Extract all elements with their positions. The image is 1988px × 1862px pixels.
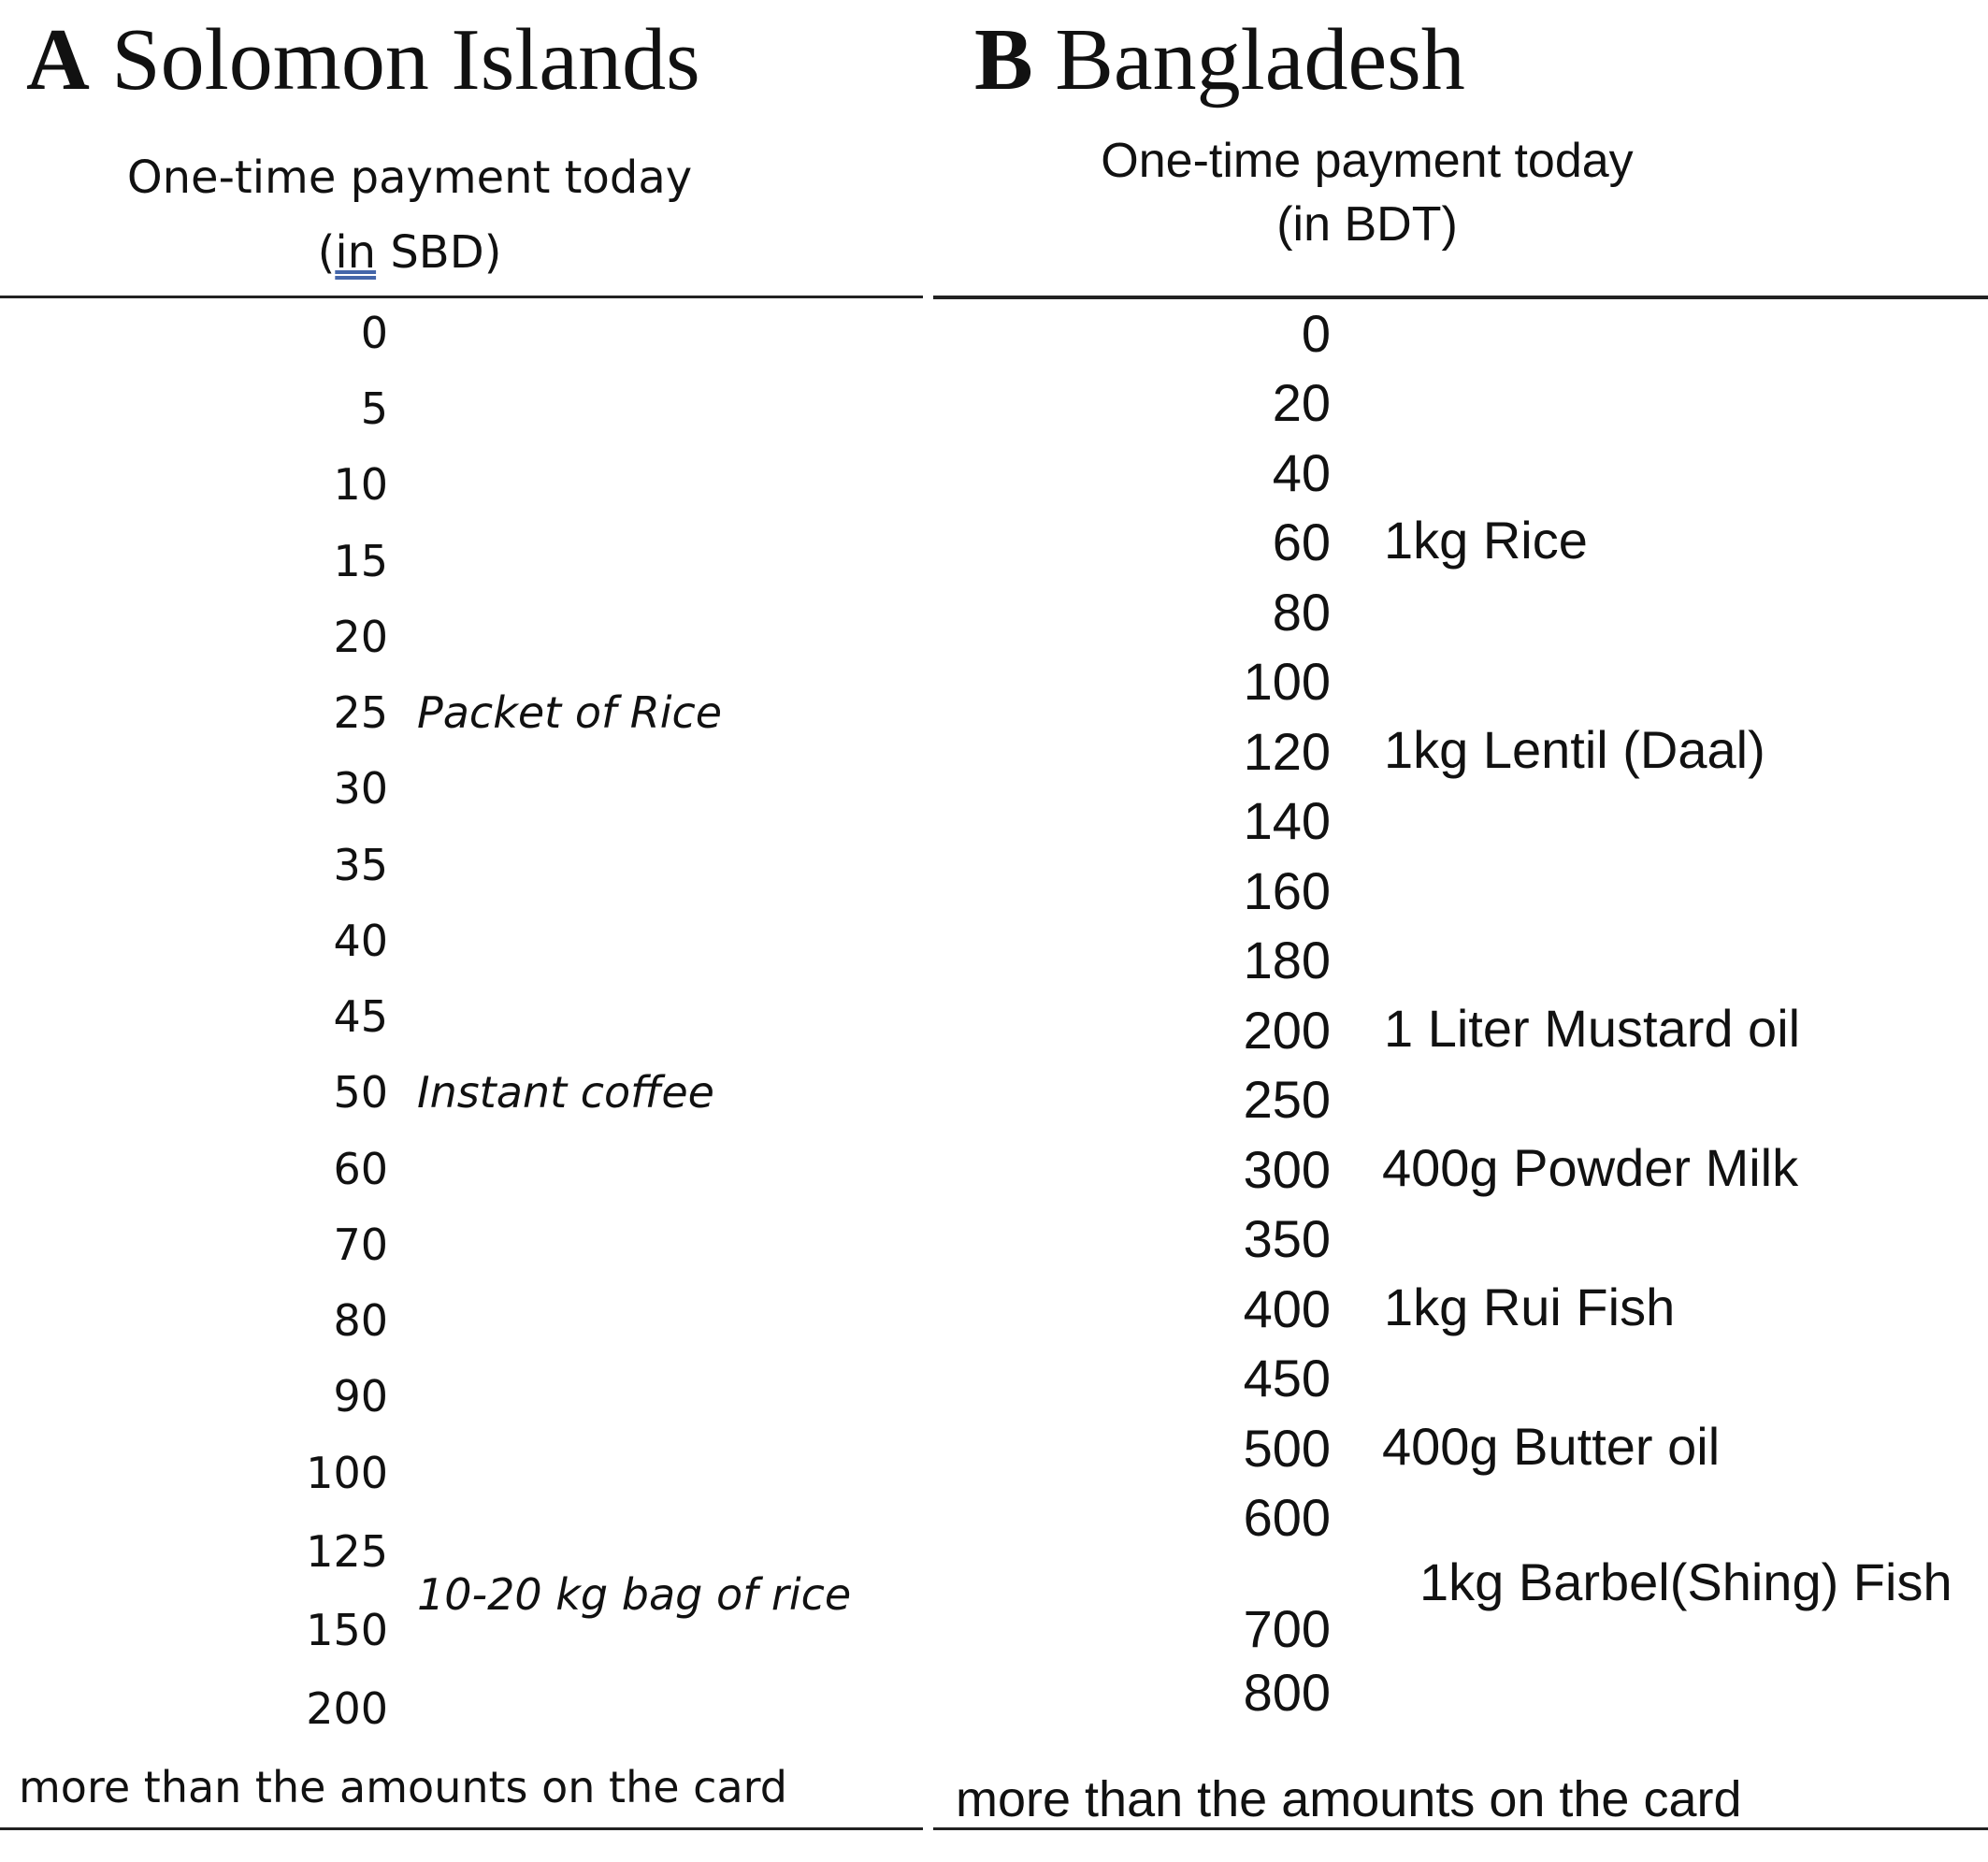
panel-b-amount: 600 (1243, 1488, 1331, 1547)
panel-a-amount: 150 (306, 1605, 388, 1655)
panel-b-amount: 0 (1301, 304, 1331, 363)
panel-b-amount: 200 (1243, 1001, 1331, 1060)
panel-a-top-rule (0, 296, 923, 298)
panel-a-amount: 0 (360, 308, 388, 358)
panel-b-amount: 350 (1243, 1209, 1331, 1268)
panel-a-country: Solomon Islands (111, 11, 700, 108)
panel-a-amount: 20 (333, 612, 388, 662)
panel-a-bottom-rule (0, 1827, 923, 1830)
panel-a-item: 10-20 kg bag of rice (417, 1569, 852, 1620)
panel-b-amount: 40 (1272, 443, 1331, 502)
panel-b-item: 1kg Barbel(Shing) Fish (1419, 1552, 1952, 1611)
panel-a-header-line1: One-time payment today (126, 152, 693, 204)
panel-a-item: Packet of Rice (417, 687, 723, 738)
panel-b-letter: B (974, 11, 1033, 108)
panel-a-letter: A (26, 11, 90, 108)
panel-b-title: B Bangladesh (974, 11, 1465, 108)
panel-a-amount: 50 (333, 1067, 388, 1118)
panel-b-bottom-rule (933, 1827, 1988, 1830)
panel-a-amount: 30 (333, 763, 388, 814)
panel-a-footer: more than the amounts on the card (19, 1762, 787, 1812)
panel-b-header-line1: One-time payment today (1101, 134, 1634, 188)
panel-b-amount: 60 (1272, 512, 1331, 571)
panel-a-amount: 5 (360, 383, 388, 434)
panel-a-header-in: in (335, 226, 377, 279)
panel-a-amount: 10 (333, 459, 388, 510)
panel-a-amount: 25 (333, 687, 388, 738)
panel-a-amount: 90 (333, 1371, 388, 1422)
panel-a-amount: 45 (333, 991, 388, 1042)
panel-a-title: A Solomon Islands (26, 11, 700, 108)
panel-b-amount: 80 (1272, 583, 1331, 642)
panel-b-item: 1kg Lentil (Daal) (1384, 720, 1765, 779)
panel-b-amount: 160 (1243, 861, 1331, 920)
panel-a-amount: 40 (333, 916, 388, 966)
panel-b-amount: 20 (1272, 373, 1331, 432)
panel-a-amount: 70 (333, 1220, 388, 1270)
panel-b-header-line2: (in BDT) (1276, 197, 1458, 252)
panel-a-amount: 100 (306, 1448, 388, 1498)
panel-a-amount: 80 (333, 1295, 388, 1346)
panel-b-country: Bangladesh (1055, 11, 1465, 108)
panel-b-amount: 100 (1243, 652, 1331, 711)
panel-b-amount: 120 (1243, 722, 1331, 781)
panel-b-amount: 180 (1243, 931, 1331, 989)
panel-b-column-header: One-time payment today (in BDT) (993, 129, 1741, 256)
panel-b-amount: 450 (1243, 1349, 1331, 1407)
panel-a-amount: 200 (306, 1683, 388, 1734)
panel-b-item: 1 Liter Mustard oil (1384, 999, 1801, 1058)
panel-a-item: Instant coffee (417, 1067, 714, 1118)
panel-a-amount: 60 (333, 1144, 388, 1194)
panel-a-amount: 15 (333, 536, 388, 586)
panel-b-amount: 800 (1243, 1663, 1331, 1722)
panel-a-header-line2: (in SBD) (317, 226, 502, 279)
panel-b-amount: 140 (1243, 791, 1331, 850)
panel-b-amount: 400 (1243, 1279, 1331, 1338)
panel-b-item: 400g Butter oil (1382, 1417, 1721, 1476)
panel-b-amount: 250 (1243, 1070, 1331, 1129)
panel-b-top-rule (933, 296, 1988, 299)
panel-b-amount: 500 (1243, 1419, 1331, 1478)
panel-b-amount: 300 (1243, 1140, 1331, 1199)
panel-b-item: 400g Powder Milk (1382, 1138, 1799, 1197)
panel-a-amount: 35 (333, 840, 388, 890)
panel-b-amount: 700 (1243, 1599, 1331, 1658)
panel-a-amount: 125 (306, 1526, 388, 1577)
panel-b-footer: more than the amounts on the card (956, 1771, 1742, 1827)
panel-a-column-header: One-time payment today (in SBD) (82, 140, 737, 290)
panel-b-item: 1kg Rui Fish (1384, 1277, 1676, 1336)
panel-b-item: 1kg Rice (1384, 511, 1588, 570)
